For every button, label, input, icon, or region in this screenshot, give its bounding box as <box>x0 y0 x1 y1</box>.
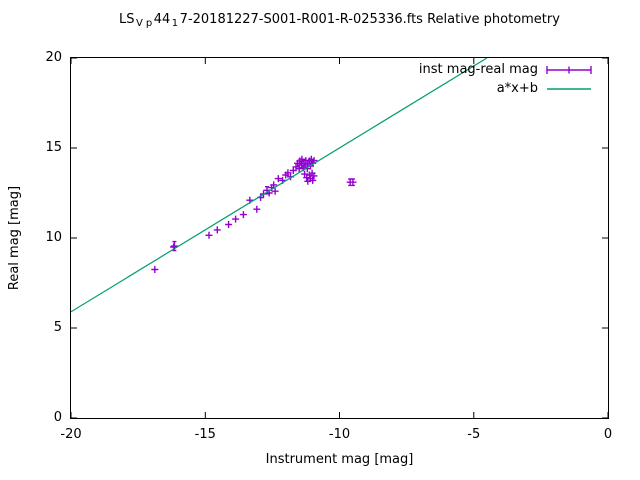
legend-entry-points: inst mag-real mag <box>419 60 592 79</box>
y-tick-label: 10 <box>45 230 62 245</box>
x-tick-label: -5 <box>467 427 481 442</box>
y-tick-label: 0 <box>53 410 62 425</box>
y-tick-label: 20 <box>45 50 62 65</box>
title-segment: 44 <box>153 12 171 27</box>
legend: inst mag-real mag a*x+b <box>419 60 592 98</box>
legend-entry-line: a*x+b <box>419 79 592 98</box>
x-tick-label: -20 <box>60 427 82 442</box>
x-axis-label: Instrument mag [mag] <box>265 452 414 467</box>
x-tick-label: 0 <box>603 427 613 442</box>
x-tick-label: -15 <box>194 427 216 442</box>
title-subscript: p <box>145 18 153 29</box>
y-tick-label: 5 <box>53 320 62 335</box>
plot-area: inst mag-real mag a*x+b <box>70 57 609 419</box>
plot-canvas <box>71 58 608 418</box>
title-segment: LS <box>119 12 135 27</box>
legend-label-line: a*x+b <box>496 81 538 96</box>
y-tick-label: 15 <box>45 140 62 155</box>
title-subscript: 1 <box>171 18 179 29</box>
title-subscript: V <box>136 18 143 29</box>
legend-label-points: inst mag-real mag <box>418 62 538 77</box>
title-segment: 7-20181227-S001-R001-R-025336.fts Relati… <box>179 12 560 27</box>
line-sample-icon <box>547 87 591 90</box>
x-tick-label: -10 <box>328 427 351 442</box>
errorbar-sample-icon <box>546 65 592 74</box>
